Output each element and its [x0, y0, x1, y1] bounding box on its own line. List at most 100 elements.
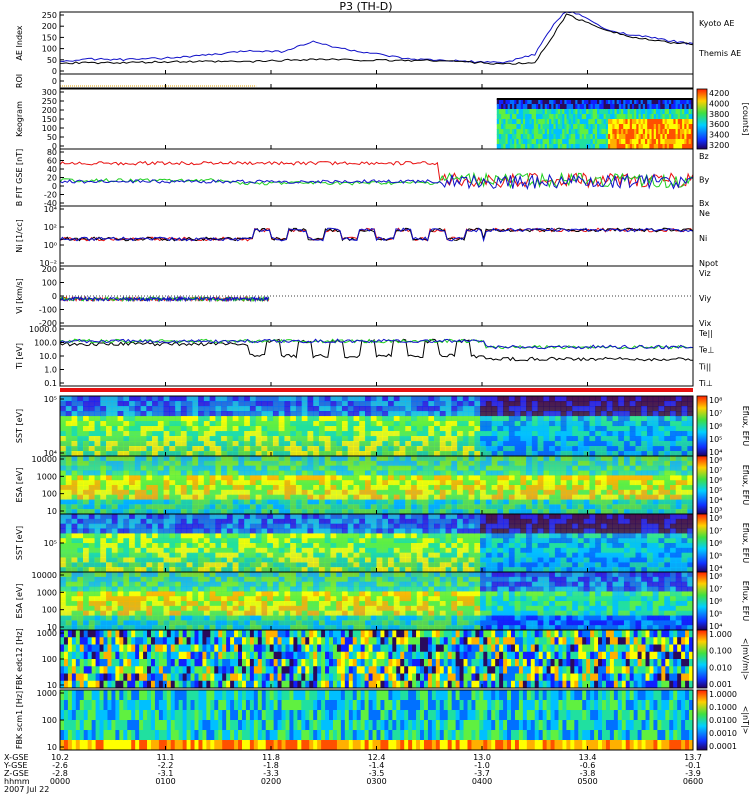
y-tick-bfield: 80 — [47, 148, 57, 157]
colorbar-tick: 10⁸ — [709, 396, 722, 405]
legend-ne: Ne — [699, 209, 710, 218]
y-tick-keogram: 100 — [42, 124, 57, 133]
x-tick-1: -3.1 — [158, 769, 174, 778]
colorbar-label: Eflux, EFU — [741, 523, 750, 564]
y-tick-sst_i: 10⁵ — [44, 539, 57, 548]
panel-density: Ne Ni Npot 10⁴ 10² 10⁰ 10⁻² Ni [1/cc] — [15, 205, 718, 268]
colorbar-tick: 0.0100 — [709, 716, 737, 725]
y-tick-sst_e: 10⁵ — [44, 395, 57, 404]
x-tick-3: 0300 — [366, 777, 386, 786]
colorbar-esa_i — [696, 571, 708, 631]
legend-npot: Npot — [699, 259, 718, 268]
y-tick-keogram: 50 — [47, 133, 57, 142]
y-tick-velocity: 100 — [42, 279, 57, 288]
x-tick-1: 0100 — [155, 777, 175, 786]
panel-sst_i: 10⁸ 10⁷ 10⁶ 10⁵ 10⁴ Eflux, EFU 10⁵ SST [eV] — [15, 513, 750, 573]
colorbar-tick: 10⁵ — [709, 610, 722, 619]
colorbar-sst_e — [696, 395, 708, 457]
colorbar-tick: 3800 — [709, 110, 729, 119]
x-tick-5: -0.6 — [580, 761, 596, 770]
colorbar-tick: 3400 — [709, 131, 729, 140]
x-tick-5: -3.8 — [580, 769, 596, 778]
legend-viy: Viy — [699, 294, 712, 303]
y-tick-bfield: 20 — [47, 174, 57, 183]
series-bx — [59, 173, 694, 191]
colorbar-label: <|mV/m|> — [741, 638, 750, 681]
panel-roi: 0 ROI — [15, 73, 694, 89]
series-themis-ae — [59, 13, 694, 65]
legend-te-: Te|| — [698, 329, 713, 338]
colorbar-tick: 10⁶ — [709, 539, 722, 548]
colorbar-tick: 0.001 — [709, 680, 732, 689]
series-vix — [59, 295, 270, 303]
colorbar-tick: 4200 — [709, 89, 729, 98]
colorbar-tick: 10⁵ — [709, 552, 722, 561]
legend-ni: Ni — [699, 234, 707, 243]
x-tick-3: -3.5 — [369, 769, 385, 778]
x-tick-5: 13.4 — [579, 753, 597, 762]
y-tick-esa_e: 100 — [42, 490, 57, 499]
y-tick-fbk_e: 1000 — [37, 629, 57, 638]
y-label-bfield: B FIT GSE [nT] — [15, 149, 24, 207]
y-tick-temperature: 10.0 — [39, 352, 57, 361]
y-tick-sst_e: 10⁴ — [44, 449, 57, 458]
colorbar-tick: 10⁷ — [709, 466, 722, 475]
y-tick-fbk_e: 100 — [42, 655, 57, 664]
colorbar-tick: 3600 — [709, 120, 729, 129]
x-tick-6: -3.9 — [685, 769, 701, 778]
x-row-label: X-GSE — [4, 753, 29, 762]
y-tick-esa_i: 1000 — [37, 588, 57, 597]
x-tick-2: -3.3 — [263, 769, 279, 778]
legend-themis-ae: Themis AE — [698, 49, 741, 58]
y-label-density: Ni [1/cc] — [15, 219, 24, 253]
y-tick-fbk_e: 10 — [47, 681, 57, 690]
legend-kyoto-ae: Kyoto AE — [699, 19, 734, 28]
y-label-ae: AE Index — [15, 25, 24, 60]
colorbar-label: [counts] — [741, 103, 750, 136]
y-tick-keogram: 0 — [52, 142, 57, 151]
series-npot — [59, 227, 694, 243]
x-row-label: Z-GSE — [4, 769, 29, 778]
colorbar-fbk_b — [696, 689, 708, 751]
series-kyoto-ae — [59, 11, 694, 64]
colorbar-tick: 10⁶ — [709, 422, 722, 431]
y-tick-bfield: -20 — [44, 191, 57, 200]
legend-ti-: Ti⊥ — [698, 379, 713, 388]
colorbar-fbk_e — [696, 629, 708, 689]
y-label-temperature: Ti [eV] — [15, 343, 24, 370]
colorbar-tick: 10⁷ — [709, 409, 722, 418]
y-label-fbk_b: FBK scm1 [Hz] — [15, 691, 24, 749]
panel-esa_i: 10⁸ 10⁷ 10⁶ 10⁵ 10⁴ Eflux, EFU 10000 1000 100 10 E… — [15, 571, 750, 632]
colorbar-label: <|nT|> — [741, 706, 750, 735]
y-tick-esa_e: 1000 — [37, 472, 57, 481]
y-tick-esa_i: 100 — [42, 606, 57, 615]
y-tick-esa_e: 10 — [47, 507, 57, 516]
colorbar-label: Eflux, EFU — [741, 581, 750, 622]
x-tick-6: 13.7 — [684, 753, 702, 762]
x-tick-4: 13.0 — [473, 753, 491, 762]
colorbar-tick: 10⁵ — [709, 486, 722, 495]
y-tick-keogram: 300 — [42, 88, 57, 97]
y-tick-keogram: 150 — [42, 115, 57, 124]
colorbar-tick: 1.000 — [709, 630, 732, 639]
y-label-keogram: Keogram — [15, 101, 24, 137]
y-label-velocity: Vi [km/s] — [15, 278, 24, 314]
colorbar-tick: 10⁸ — [709, 456, 722, 465]
colorbar-label: Eflux, EFU — [741, 465, 750, 506]
colorbar-tick: 0.0010 — [709, 729, 737, 738]
x-tick-2: 0200 — [261, 777, 281, 786]
y-tick-esa_e: 10000 — [32, 455, 57, 464]
colorbar-tick: 10³ — [709, 506, 722, 515]
x-tick-6: 0600 — [683, 777, 703, 786]
x-tick-4: 0400 — [472, 777, 492, 786]
series-by — [59, 171, 694, 189]
colorbar-tick: 4000 — [709, 99, 729, 108]
y-tick-temperature: 0.1 — [44, 379, 57, 388]
y-tick-velocity: 0 — [52, 292, 57, 301]
y-label-esa_e: ESA [eV] — [15, 468, 24, 503]
colorbar-tick: 10⁵ — [709, 435, 722, 444]
x-tick-0: -2.6 — [52, 761, 68, 770]
